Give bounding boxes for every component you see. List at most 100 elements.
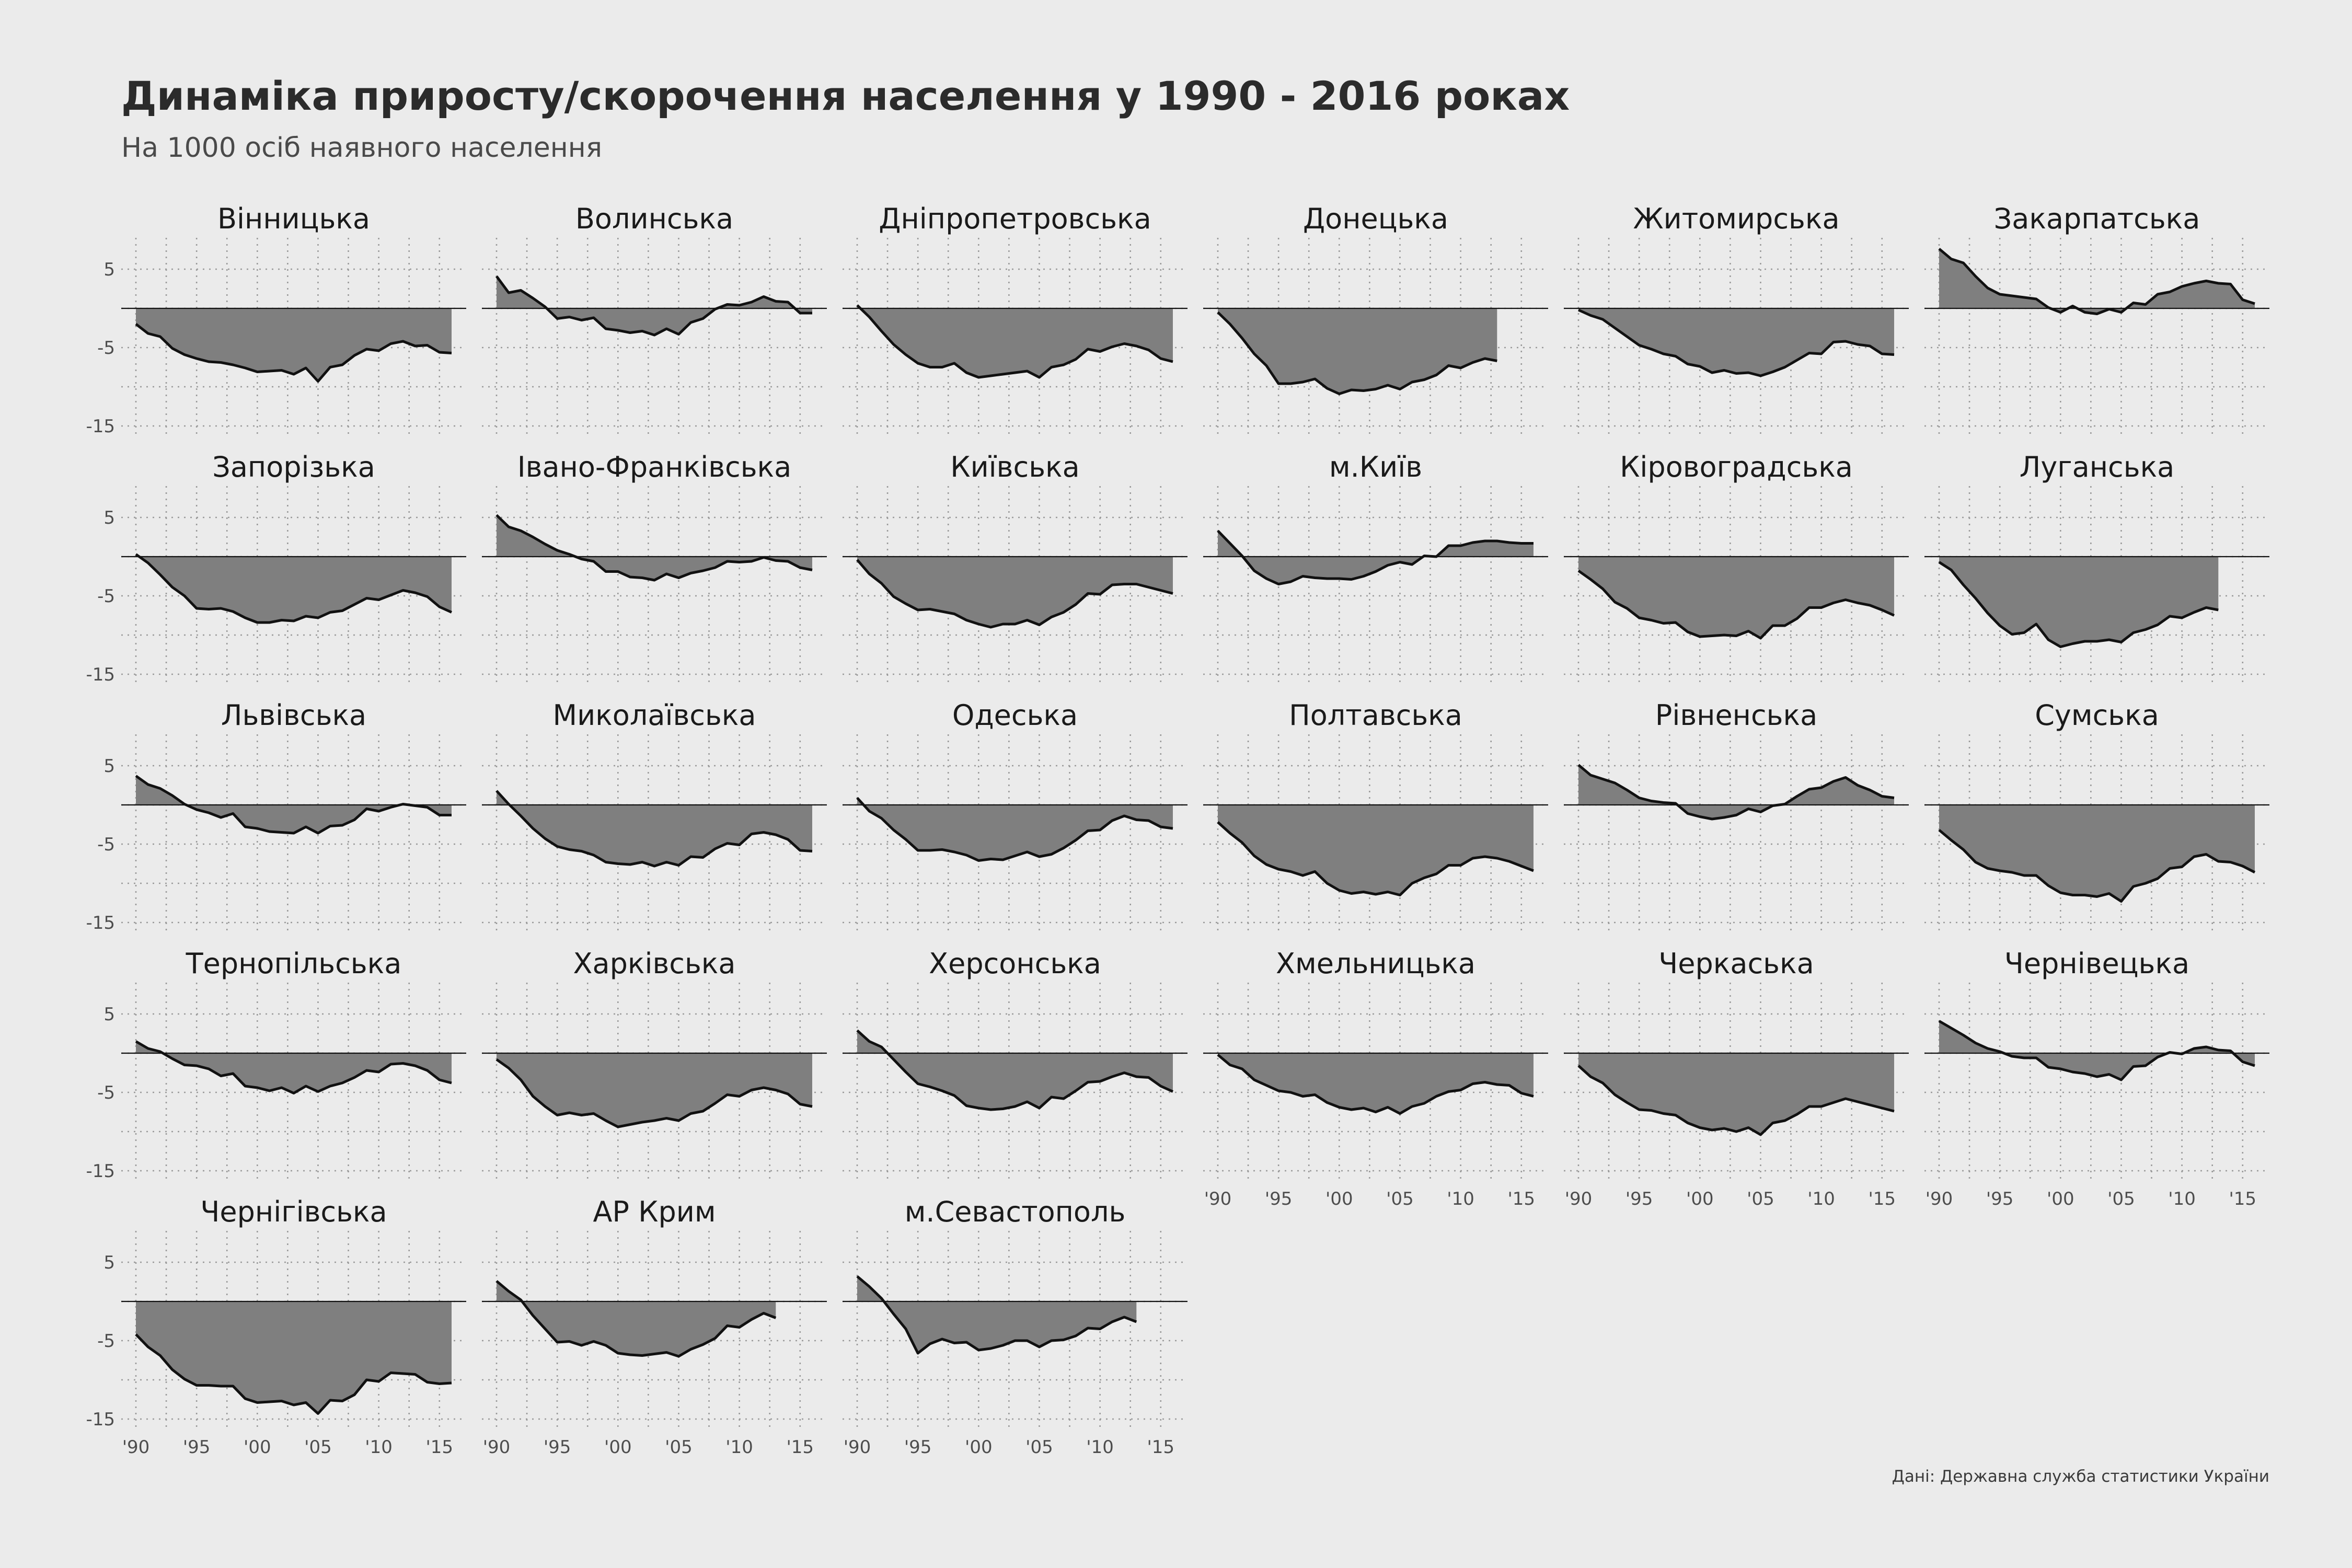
series-area (1218, 1053, 1534, 1114)
series-line (1938, 829, 2256, 903)
x-tick-label: '10 (1807, 1189, 1835, 1209)
panel: Донецька (1203, 202, 1548, 434)
panel-title: Чернівецька (2004, 947, 2189, 980)
x-tick-label: '15 (2229, 1189, 2256, 1209)
panel: Львівська 5 -5 -15 (86, 699, 466, 933)
panel-title: м.Севастополь (905, 1195, 1126, 1228)
series-line (1217, 821, 1534, 896)
x-tick-label: '95 (1265, 1189, 1293, 1209)
x-tick-label: '00 (2047, 1189, 2074, 1209)
panel: Запорізька 5 -5 -15 (86, 451, 466, 685)
x-tick-label: '00 (1325, 1189, 1353, 1209)
x-tick-label: '95 (1625, 1189, 1653, 1209)
panel: Черкаська '90 '95 '00 '05 '10 '15 (1564, 947, 1909, 1209)
panel: Київська (843, 451, 1187, 682)
x-tick-label: '05 (665, 1437, 693, 1458)
series-area (857, 798, 1173, 861)
series-line (856, 1029, 1174, 1111)
x-tick-label: '00 (604, 1437, 632, 1458)
panel-title: АР Крим (593, 1195, 716, 1228)
panel-title: Миколаївська (553, 699, 756, 732)
series-area (1218, 805, 1534, 895)
x-tick-label: '15 (425, 1437, 453, 1458)
panel-grid (843, 734, 1187, 930)
series-line (1217, 311, 1497, 395)
y-tick-label: 5 (103, 756, 115, 777)
series-line (495, 790, 813, 868)
x-tick-label: '10 (725, 1437, 753, 1458)
series-line (135, 553, 453, 624)
series-area (857, 1030, 1173, 1110)
x-tick-label: '10 (1086, 1437, 1114, 1458)
x-tick-label: '90 (483, 1437, 511, 1458)
panel-title: м.Київ (1329, 451, 1422, 483)
y-tick-label: 5 (103, 1252, 115, 1273)
x-tick-label: '15 (1147, 1437, 1174, 1458)
panel-title: Полтавська (1289, 699, 1462, 732)
series-line (495, 1280, 777, 1358)
series-area (136, 1041, 452, 1093)
panel: Одеська (843, 699, 1187, 930)
panel: Хмельницька '90 '95 '00 '05 '10 '15 (1203, 947, 1548, 1209)
series-area (497, 276, 812, 335)
series-line (1217, 529, 1534, 585)
panel-title: Сумська (2035, 699, 2159, 732)
y-tick-label: -15 (86, 913, 115, 933)
chart-caption: Дані: Державна служба статистики України (1892, 1467, 2269, 1486)
series-area (497, 515, 812, 580)
x-tick-label: '90 (1204, 1189, 1232, 1209)
panel: Миколаївська (482, 699, 827, 930)
panel-grid (1203, 486, 1548, 682)
x-tick-label: '10 (2168, 1189, 2196, 1209)
x-tick-label: '05 (1025, 1437, 1053, 1458)
panel: Сумська (1924, 699, 2269, 930)
y-tick-label: 5 (103, 259, 115, 280)
panel: Луганська (1924, 451, 2269, 682)
series-line (495, 514, 813, 582)
x-tick-label: '10 (365, 1437, 393, 1458)
y-tick-label: -5 (97, 586, 115, 607)
panel: Кіровоградська (1564, 451, 1909, 682)
panel: м.Севастополь '90 '95 '00 '05 '10 '15 (843, 1195, 1187, 1458)
panel-grid (1924, 238, 2269, 434)
panel-title: Дніпропетровська (879, 202, 1151, 235)
panel-title: Черкаська (1658, 947, 1814, 980)
x-tick-label: '10 (1447, 1189, 1474, 1209)
panel-title: Донецька (1303, 202, 1448, 235)
panel-title: Тернопільська (186, 947, 402, 980)
panels: Вінницька 5 -5 -15 Волинська Дніпропетровська… (86, 202, 2269, 1458)
series-area (136, 1301, 452, 1414)
y-tick-label: -5 (97, 1082, 115, 1103)
series-area (136, 308, 452, 382)
panel: Житомирська (1564, 202, 1909, 434)
series-line (135, 775, 452, 835)
series-area (136, 554, 452, 622)
x-tick-label: '90 (122, 1437, 150, 1458)
panel-grid (121, 983, 466, 1179)
panel: Дніпропетровська (843, 202, 1187, 434)
series-area (857, 1276, 1137, 1353)
chart-subtitle: На 1000 осіб наявного населення (121, 132, 602, 164)
panel-grid (1924, 983, 2269, 1179)
panel: АР Крим '90 '95 '00 '05 '10 '15 (482, 1195, 827, 1458)
panel-title: Одеська (952, 699, 1078, 732)
series-line (495, 275, 812, 337)
panel-title: Житомирська (1633, 202, 1839, 235)
y-tick-label: -15 (86, 416, 115, 437)
panel-title: Хмельницька (1276, 947, 1475, 980)
y-tick-label: -15 (86, 1409, 115, 1430)
series-line (1577, 308, 1895, 377)
panel: Полтавська (1203, 699, 1548, 930)
panel-title: Запорізька (212, 451, 375, 483)
series-line (1577, 1065, 1895, 1136)
series-line (135, 1333, 452, 1415)
panel-grid (482, 486, 827, 682)
panel: Рівненська (1564, 699, 1909, 930)
panel-title: Чернігівська (200, 1195, 387, 1228)
series-line (1577, 764, 1895, 821)
panel-title: Рівненська (1655, 699, 1817, 732)
series-line (135, 323, 452, 383)
series-line (856, 797, 1173, 862)
panel: Волинська (482, 202, 827, 434)
panel-title: Волинська (575, 202, 733, 235)
